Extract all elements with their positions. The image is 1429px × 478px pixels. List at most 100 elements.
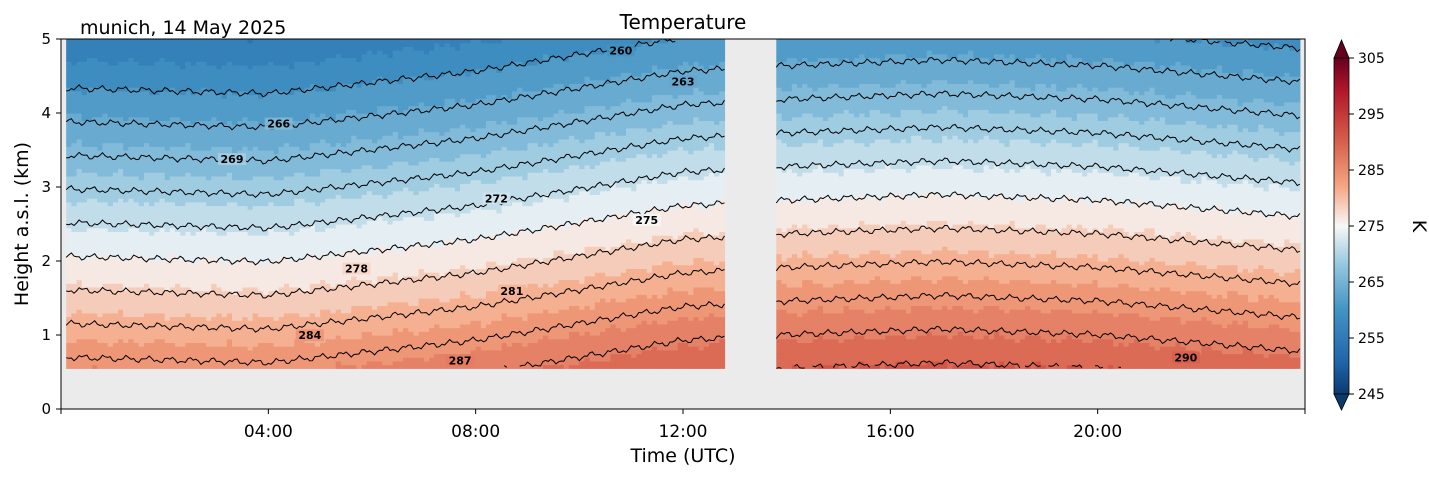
heatmap-cell	[283, 94, 290, 99]
heatmap-cell	[340, 153, 347, 158]
heatmap-cell	[335, 253, 342, 258]
heatmap-cell	[314, 190, 321, 195]
heatmap-cell	[143, 79, 150, 84]
heatmap-cell	[133, 146, 140, 151]
heatmap-cell	[169, 179, 176, 184]
heatmap-cell	[247, 90, 254, 96]
heatmap-cell	[294, 146, 301, 151]
heatmap-cell	[180, 57, 186, 62]
heatmap-cell	[268, 353, 275, 358]
heatmap-cell	[257, 268, 264, 273]
heatmap-cell	[76, 216, 83, 221]
heatmap-cell	[149, 105, 155, 110]
heatmap-cell	[268, 57, 275, 62]
heatmap-cell	[309, 127, 316, 133]
heatmap-cell	[340, 98, 347, 103]
heatmap-cell	[71, 172, 78, 177]
heatmap-cell	[180, 150, 186, 155]
heatmap-cell	[273, 264, 280, 269]
heatmap-cell	[211, 138, 218, 144]
heatmap-cell	[190, 235, 197, 240]
heatmap-cell	[92, 257, 98, 262]
heatmap-cell	[325, 224, 332, 229]
heatmap-cell	[102, 161, 109, 166]
heatmap-cell	[200, 179, 207, 184]
heatmap-cell	[143, 346, 150, 351]
heatmap-cell	[195, 113, 202, 118]
heatmap-cell	[283, 312, 290, 318]
heatmap-cell	[320, 342, 326, 347]
heatmap-cell	[257, 290, 264, 295]
heatmap-cell	[242, 76, 249, 81]
heatmap-cell	[200, 364, 207, 369]
heatmap-cell	[335, 224, 342, 229]
heatmap-cell	[351, 216, 358, 221]
heatmap-cell	[138, 109, 145, 114]
heatmap-cell	[133, 39, 140, 44]
heatmap-cell	[242, 127, 249, 133]
heatmap-cell	[351, 331, 358, 336]
heatmap-cell	[247, 323, 254, 329]
heatmap-cell	[175, 298, 181, 303]
heatmap-cell	[133, 294, 140, 299]
heatmap-cell	[154, 64, 161, 70]
heatmap-cell	[133, 335, 140, 340]
heatmap-cell	[86, 53, 93, 59]
heatmap-cell	[351, 301, 358, 306]
heatmap-cell	[149, 168, 155, 173]
heatmap-cell	[143, 279, 150, 284]
heatmap-cell	[309, 50, 316, 55]
heatmap-cell	[107, 342, 114, 347]
heatmap-cell	[71, 142, 78, 147]
heatmap-cell	[242, 50, 249, 55]
heatmap-cell	[97, 198, 104, 203]
heatmap-cell	[206, 98, 212, 103]
heatmap-cell	[185, 283, 192, 288]
heatmap-cell	[289, 153, 295, 158]
heatmap-cell	[180, 146, 186, 151]
heatmap-cell	[164, 238, 171, 244]
heatmap-cell	[309, 190, 316, 195]
heatmap-cell	[232, 68, 238, 73]
heatmap-cell	[185, 309, 192, 314]
heatmap-cell	[309, 205, 316, 210]
heatmap-cell	[237, 90, 244, 96]
heatmap-cell	[71, 360, 78, 366]
heatmap-cell	[185, 194, 192, 199]
heatmap-cell	[118, 39, 124, 44]
heatmap-cell	[211, 346, 218, 351]
heatmap-cell	[143, 224, 150, 229]
heatmap-cell	[128, 61, 135, 66]
heatmap-cell	[180, 316, 186, 321]
heatmap-cell	[200, 79, 207, 84]
heatmap-cell	[294, 323, 301, 329]
heatmap-cell	[320, 146, 326, 151]
heatmap-cell	[138, 212, 145, 218]
heatmap-cell	[76, 131, 83, 136]
heatmap-cell	[330, 109, 337, 114]
heatmap-cell	[107, 124, 114, 129]
heatmap-cell	[138, 301, 145, 306]
heatmap-cell	[283, 227, 290, 232]
heatmap-cell	[351, 205, 358, 210]
heatmap-cell	[335, 42, 342, 47]
heatmap-cell	[81, 231, 88, 236]
heatmap-cell	[66, 342, 72, 347]
heatmap-cell	[97, 157, 104, 162]
heatmap-cell	[154, 272, 161, 277]
heatmap-cell	[128, 249, 135, 255]
heatmap-cell	[128, 227, 135, 232]
heatmap-cell	[278, 360, 285, 366]
heatmap-cell	[330, 76, 337, 81]
heatmap-cell	[102, 264, 109, 269]
heatmap-cell	[107, 79, 114, 84]
heatmap-cell	[164, 257, 171, 262]
heatmap-cell	[118, 261, 124, 266]
heatmap-cell	[118, 346, 124, 351]
heatmap-cell	[76, 301, 83, 306]
heatmap-cell	[92, 342, 98, 347]
heatmap-cell	[351, 238, 358, 244]
heatmap-cell	[289, 335, 295, 340]
heatmap-cell	[340, 194, 347, 199]
heatmap-cell	[133, 338, 140, 343]
